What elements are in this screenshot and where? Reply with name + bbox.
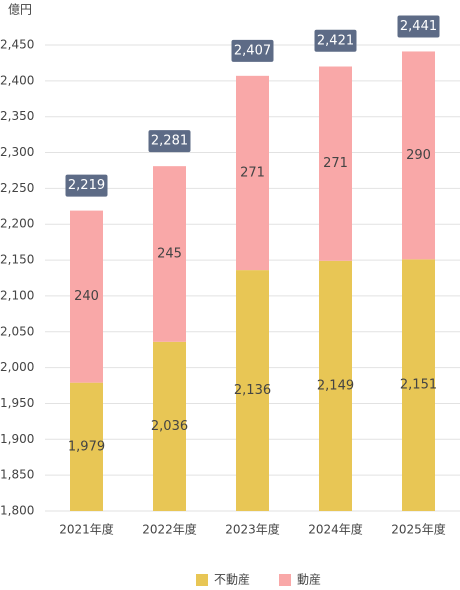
y-tick-label: 1,950 — [0, 396, 34, 410]
x-tick-label: 2024年度 — [308, 522, 363, 537]
y-tick-label: 2,400 — [0, 73, 34, 87]
y-tick-label: 2,450 — [0, 38, 34, 52]
total-badge — [314, 29, 357, 52]
y-tick-label: 1,800 — [0, 504, 34, 518]
y-tick-label: 2,100 — [0, 288, 34, 302]
y-tick-label: 1,850 — [0, 468, 34, 482]
data-label: 271 — [323, 156, 348, 171]
total-badge — [397, 15, 440, 38]
data-label: 2,136 — [234, 383, 271, 398]
data-label: 2,149 — [317, 378, 354, 393]
y-tick-label: 2,050 — [0, 324, 34, 338]
bar-segment — [402, 259, 435, 511]
total-badge — [148, 130, 191, 153]
legend-label: 動産 — [297, 572, 321, 587]
y-tick-label: 2,150 — [0, 253, 34, 267]
total-badge — [65, 174, 108, 197]
data-label: 290 — [406, 148, 431, 163]
legend-swatch — [279, 574, 291, 586]
y-tick-label: 2,250 — [0, 181, 34, 195]
y-tick-label: 2,200 — [0, 217, 34, 231]
y-tick-label: 2,350 — [0, 109, 34, 123]
total-badge — [231, 39, 274, 62]
y-unit: 億円 — [8, 3, 32, 17]
bar-segment — [70, 382, 103, 511]
data-label: 240 — [74, 289, 99, 304]
bar-segment — [402, 51, 435, 260]
x-tick-label: 2025年度 — [391, 522, 446, 537]
data-label: 271 — [240, 165, 265, 180]
total-label: 2,407 — [234, 43, 271, 58]
x-tick-label: 2022年度 — [142, 522, 197, 537]
bar-segment — [236, 270, 269, 511]
total-label: 2,421 — [317, 33, 354, 48]
bar-segment — [236, 75, 269, 271]
x-tick-label: 2021年度 — [59, 522, 114, 537]
total-label: 2,441 — [400, 19, 437, 34]
bar-segment — [70, 210, 103, 383]
legend-label: 不動産 — [214, 572, 250, 587]
y-tick-label: 1,900 — [0, 432, 34, 446]
bar-segment — [319, 260, 352, 511]
data-label: 245 — [157, 246, 182, 261]
total-label: 2,281 — [151, 134, 188, 149]
data-label: 2,036 — [151, 419, 188, 434]
total-label: 2,219 — [68, 178, 105, 193]
data-label: 2,151 — [400, 378, 437, 393]
bar-segment — [153, 166, 186, 342]
bar-segment — [153, 341, 186, 511]
bar-segment — [319, 66, 352, 261]
y-tick-label: 2,300 — [0, 145, 34, 159]
legend-swatch — [196, 574, 208, 586]
data-label: 1,979 — [68, 439, 105, 454]
x-tick-label: 2023年度 — [225, 522, 280, 537]
y-tick-label: 2,000 — [0, 360, 34, 374]
